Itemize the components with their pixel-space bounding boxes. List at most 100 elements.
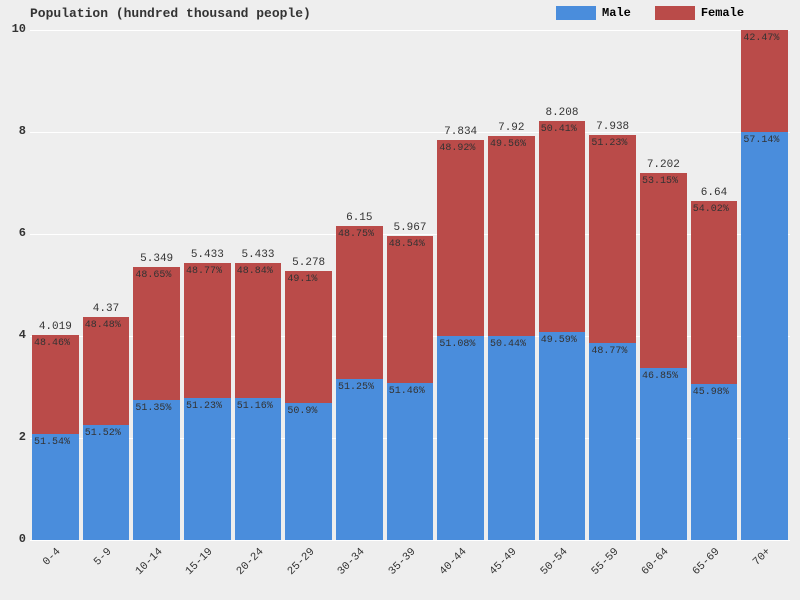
male-pct-label: 57.14% [743, 135, 779, 146]
legend-item: Male [556, 6, 631, 20]
female-pct-label: 51.23% [591, 138, 627, 149]
bar-segment-female [437, 140, 484, 335]
male-pct-label: 46.85% [642, 371, 678, 382]
male-pct-label: 48.77% [591, 346, 627, 357]
legend-swatch [655, 6, 695, 20]
ytick-label: 8 [6, 124, 26, 138]
male-pct-label: 45.98% [693, 387, 729, 398]
bar-total-label: 7.938 [589, 121, 636, 133]
legend-swatch [556, 6, 596, 20]
gridline [30, 132, 790, 133]
bar-segment-male [488, 336, 535, 540]
female-pct-label: 48.46% [34, 338, 70, 349]
male-pct-label: 51.35% [135, 403, 171, 414]
male-pct-label: 50.44% [490, 339, 526, 350]
plot-area: 51.54% 48.46% 4.019 51.52% 48.48% 4.37 51.35% 4… [30, 30, 790, 540]
gridline [30, 540, 790, 541]
male-pct-label: 51.08% [439, 339, 475, 350]
male-pct-label: 51.23% [186, 401, 222, 412]
legend-item: Female [655, 6, 744, 20]
ytick-label: 6 [6, 226, 26, 240]
bar-segment-female [235, 263, 282, 398]
bar-segment-male [589, 343, 636, 540]
bar-total-label: 5.967 [387, 222, 434, 234]
bar-total-label: 5.433 [235, 249, 282, 261]
bar-segment-male [336, 379, 383, 540]
bar-segment-male [640, 368, 687, 540]
male-pct-label: 49.59% [541, 335, 577, 346]
bar-segment-male [741, 132, 788, 540]
ytick-label: 2 [6, 430, 26, 444]
bar-total-label: 6.64 [691, 187, 738, 199]
bar-total-label: 7.834 [437, 126, 484, 138]
bar: 45.98%54.02%6.64 [691, 201, 738, 540]
bar: 50.9%49.1%5.278 [285, 271, 332, 540]
female-pct-label: 48.48% [85, 320, 121, 331]
bar-total-label: 8.208 [539, 107, 586, 119]
bar: 51.35%48.65%5.349 [133, 267, 180, 540]
bar-segment-female [488, 136, 535, 336]
bar-segment-female [83, 317, 130, 425]
bar-total-label: 6.15 [336, 212, 383, 224]
female-pct-label: 48.75% [338, 229, 374, 240]
bar: 51.52%48.48%4.37 [83, 317, 130, 540]
bar-segment-female [741, 30, 788, 132]
ytick-label: 0 [6, 532, 26, 546]
bar-segment-male [387, 383, 434, 540]
bar: 48.77%51.23%7.938 [589, 135, 636, 540]
male-pct-label: 51.52% [85, 428, 121, 439]
bar: 49.59%50.41%8.208 [539, 121, 586, 540]
female-pct-label: 48.65% [135, 270, 171, 281]
bar-segment-female [589, 135, 636, 342]
male-pct-label: 51.54% [34, 437, 70, 448]
bar-segment-female [32, 335, 79, 434]
bar-segment-male [437, 336, 484, 540]
bar-total-label: 5.349 [133, 253, 180, 265]
gridline [30, 30, 790, 31]
female-pct-label: 48.54% [389, 239, 425, 250]
ytick-label: 10 [6, 22, 26, 36]
bar: 46.85%53.15%7.202 [640, 173, 687, 540]
bar-total-label: 5.433 [184, 249, 231, 261]
bar: 51.46%48.54%5.967 [387, 236, 434, 540]
female-pct-label: 50.41% [541, 124, 577, 135]
bar-segment-male [235, 398, 282, 540]
bar: 51.08%48.92%7.834 [437, 140, 484, 540]
female-pct-label: 54.02% [693, 204, 729, 215]
female-pct-label: 49.56% [490, 139, 526, 150]
female-pct-label: 48.77% [186, 266, 222, 277]
legend-label: Male [602, 6, 631, 20]
bar-total-label: 7.202 [640, 159, 687, 171]
female-pct-label: 53.15% [642, 176, 678, 187]
bar: 51.25%48.75%6.15 [336, 226, 383, 540]
bar-total-label: 7.92 [488, 122, 535, 134]
bar-total-label: 5.278 [285, 257, 332, 269]
bar-total-label: 4.37 [83, 303, 130, 315]
bar: 57.14% 42.47% [741, 30, 788, 540]
bar-segment-female [133, 267, 180, 400]
bar: 51.54%48.46%4.019 [32, 335, 79, 540]
bar-segment-male [691, 384, 738, 540]
bar-segment-female [640, 173, 687, 368]
bar-segment-male [133, 400, 180, 540]
bar-segment-male [83, 425, 130, 540]
bar-segment-female [285, 271, 332, 403]
female-pct-label: 42.47% [743, 33, 779, 44]
bar-segment-female [691, 201, 738, 384]
male-pct-label: 51.46% [389, 386, 425, 397]
bar-segment-female [184, 263, 231, 398]
bar-segment-female [387, 236, 434, 384]
male-pct-label: 51.25% [338, 382, 374, 393]
bar: 50.44%49.56%7.92 [488, 136, 535, 540]
male-pct-label: 50.9% [287, 406, 317, 417]
legend-label: Female [701, 6, 744, 20]
female-pct-label: 48.92% [439, 143, 475, 154]
bar: 51.23%48.77%5.433 [184, 263, 231, 540]
ytick-label: 4 [6, 328, 26, 342]
bar: 51.16%48.84%5.433 [235, 263, 282, 540]
bar-segment-male [539, 332, 586, 540]
bar-segment-male [184, 398, 231, 540]
bar-segment-female [539, 121, 586, 332]
bar-total-label: 4.019 [32, 321, 79, 333]
female-pct-label: 49.1% [287, 274, 317, 285]
